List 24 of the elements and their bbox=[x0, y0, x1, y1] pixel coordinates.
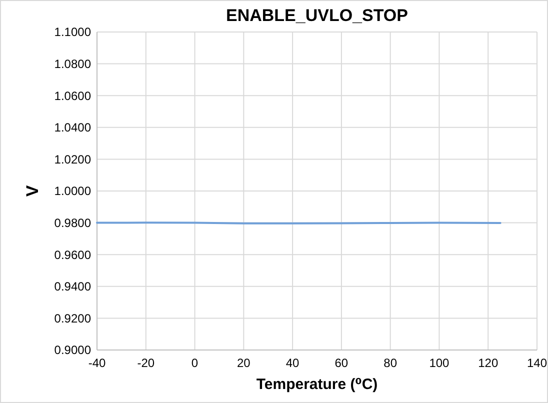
x-axis-title: Temperature (⁰C) bbox=[256, 376, 378, 393]
y-tick-label: 0.9200 bbox=[54, 311, 92, 326]
y-tick-label: 1.0400 bbox=[54, 120, 92, 135]
x-tick-label: 0 bbox=[191, 356, 198, 370]
y-tick-label: 0.9600 bbox=[54, 248, 92, 262]
x-tick-label: -20 bbox=[137, 356, 155, 370]
y-tick-label: 1.0200 bbox=[54, 152, 92, 166]
y-tick-label: 1.0000 bbox=[54, 184, 92, 198]
y-tick-label: 0.9400 bbox=[54, 280, 92, 294]
x-tick-label: 100 bbox=[429, 356, 450, 370]
y-tick-label: 1.1000 bbox=[54, 25, 92, 40]
y-tick-label: 0.9000 bbox=[54, 343, 92, 358]
x-tick-label: 20 bbox=[236, 356, 251, 370]
x-tick-label: 140 bbox=[526, 356, 548, 370]
x-tick-label: 80 bbox=[384, 356, 398, 370]
x-tick-label: 40 bbox=[286, 356, 300, 370]
y-tick-label: 1.0600 bbox=[54, 88, 92, 103]
x-tick-label: 60 bbox=[334, 356, 348, 370]
y-tick-label: 1.0800 bbox=[54, 57, 92, 71]
x-tick-label: -40 bbox=[88, 356, 106, 370]
x-tick-label: 120 bbox=[478, 356, 498, 370]
chart-title: ENABLE_UVLO_STOP bbox=[226, 6, 408, 25]
y-tick-label: 0.9800 bbox=[54, 216, 92, 230]
y-axis-title: V bbox=[23, 184, 42, 197]
